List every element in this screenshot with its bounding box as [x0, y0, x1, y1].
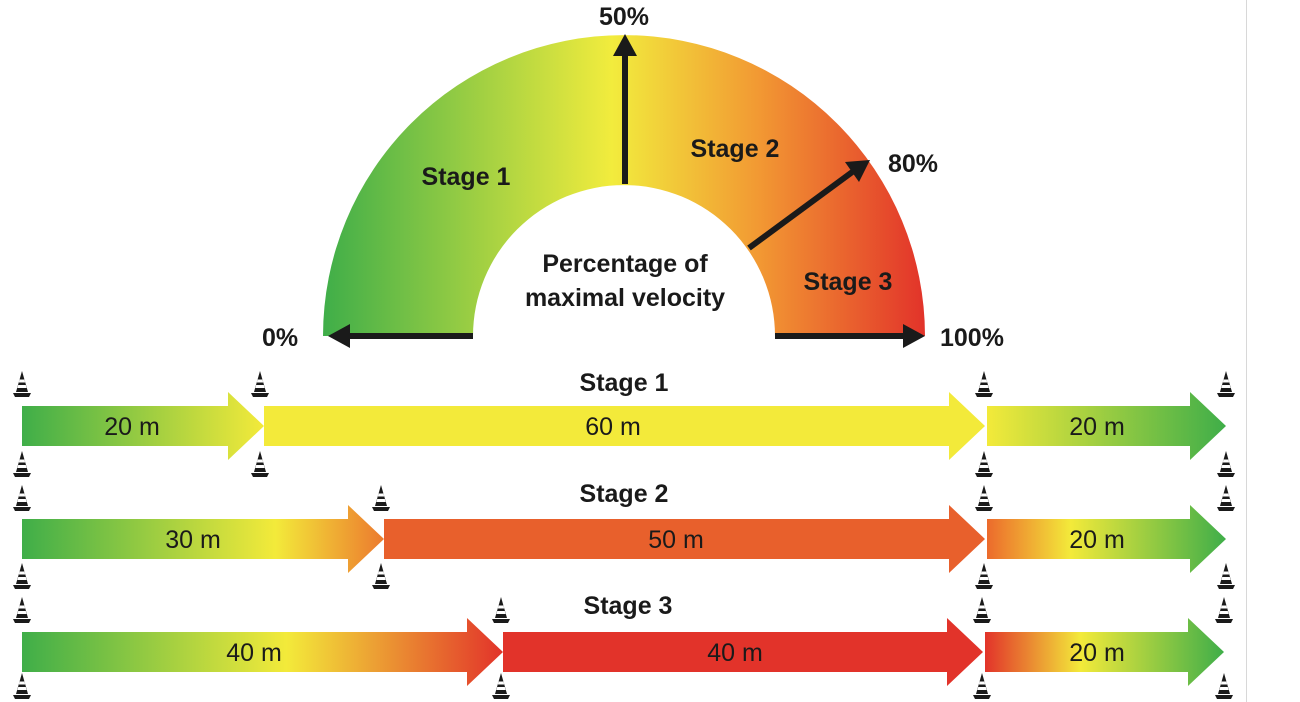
gauge-arrow-100 — [775, 324, 925, 348]
row-2-segment-2-arrow — [384, 505, 985, 573]
frame-border — [1246, 0, 1247, 702]
row-2-segment-3-arrow — [987, 505, 1226, 573]
row-2-segment-1-label: 30 m — [165, 526, 221, 554]
cone-icon — [1215, 597, 1233, 623]
row-3-segment-2-label: 40 m — [707, 639, 763, 667]
gauge-arrow-50 — [613, 34, 637, 184]
gauge-stage-1-label: Stage 1 — [422, 163, 511, 191]
cone-icon — [1217, 485, 1235, 511]
row-3-segment-1-label: 40 m — [226, 639, 282, 667]
cone-icon — [973, 673, 991, 699]
cone-icon — [973, 597, 991, 623]
gauge-arrow-80 — [747, 160, 870, 251]
cone-icon — [492, 597, 510, 623]
cone-icon — [13, 371, 31, 397]
cone-icon — [13, 485, 31, 511]
row-3-title: Stage 3 — [584, 592, 673, 620]
cone-icon — [372, 485, 390, 511]
gauge-arrow-0 — [328, 324, 473, 348]
gauge-stage-2-label: Stage 2 — [691, 135, 780, 163]
row-1-segment-3-label: 20 m — [1069, 413, 1125, 441]
cone-icon — [1217, 563, 1235, 589]
row-3-segment-1-arrow — [22, 618, 503, 686]
row-3-segment-3-arrow — [985, 618, 1224, 686]
cone-icon — [1217, 451, 1235, 477]
cone-icon — [13, 563, 31, 589]
cone-icon — [975, 563, 993, 589]
row-2-segment-2-label: 50 m — [648, 526, 704, 554]
gauge-title-line-2: maximal velocity — [525, 284, 725, 312]
cone-icon — [975, 371, 993, 397]
label-50-percent: 50% — [599, 3, 649, 31]
cone-icon — [13, 673, 31, 699]
cone-icon — [13, 597, 31, 623]
cone-icon — [975, 485, 993, 511]
row-3-segment-3-label: 20 m — [1069, 639, 1125, 667]
row-2-segment-3-label: 20 m — [1069, 526, 1125, 554]
cone-icon — [251, 371, 269, 397]
cone-icon — [492, 673, 510, 699]
row-2-segment-1-arrow — [22, 505, 384, 573]
row-2-title: Stage 2 — [580, 480, 669, 508]
row-1-segment-1-label: 20 m — [104, 413, 160, 441]
cone-icon — [13, 451, 31, 477]
cone-icon — [251, 451, 269, 477]
velocity-gauge: 0% 50% 80% 100% Stage 1 Stage 2 Stage 3 … — [262, 3, 1004, 352]
row-1-segment-2-label: 60 m — [585, 413, 641, 441]
row-1-title: Stage 1 — [580, 369, 669, 397]
gauge-stage-3-label: Stage 3 — [804, 268, 893, 296]
cone-icon — [372, 563, 390, 589]
cone-icon — [975, 451, 993, 477]
stage-row-2: Stage 2 30 m 50 m 20 m — [22, 480, 1226, 573]
row-3-segment-2-arrow — [503, 618, 983, 686]
label-80-percent: 80% — [888, 150, 938, 178]
cone-icon — [1215, 673, 1233, 699]
label-100-percent: 100% — [940, 324, 1004, 352]
gauge-title-line-1: Percentage of — [542, 250, 708, 278]
gauge-arc — [323, 35, 925, 337]
row-1-segment-1-arrow — [22, 392, 264, 460]
stage-row-1: Stage 1 20 m 60 m 20 m — [22, 369, 1226, 460]
row-1-segment-2-arrow — [264, 392, 985, 460]
row-1-segment-3-arrow — [987, 392, 1226, 460]
cone-icon — [1217, 371, 1235, 397]
label-0-percent: 0% — [262, 324, 298, 352]
stage-row-3: Stage 3 40 m 40 m 20 m — [22, 592, 1224, 686]
